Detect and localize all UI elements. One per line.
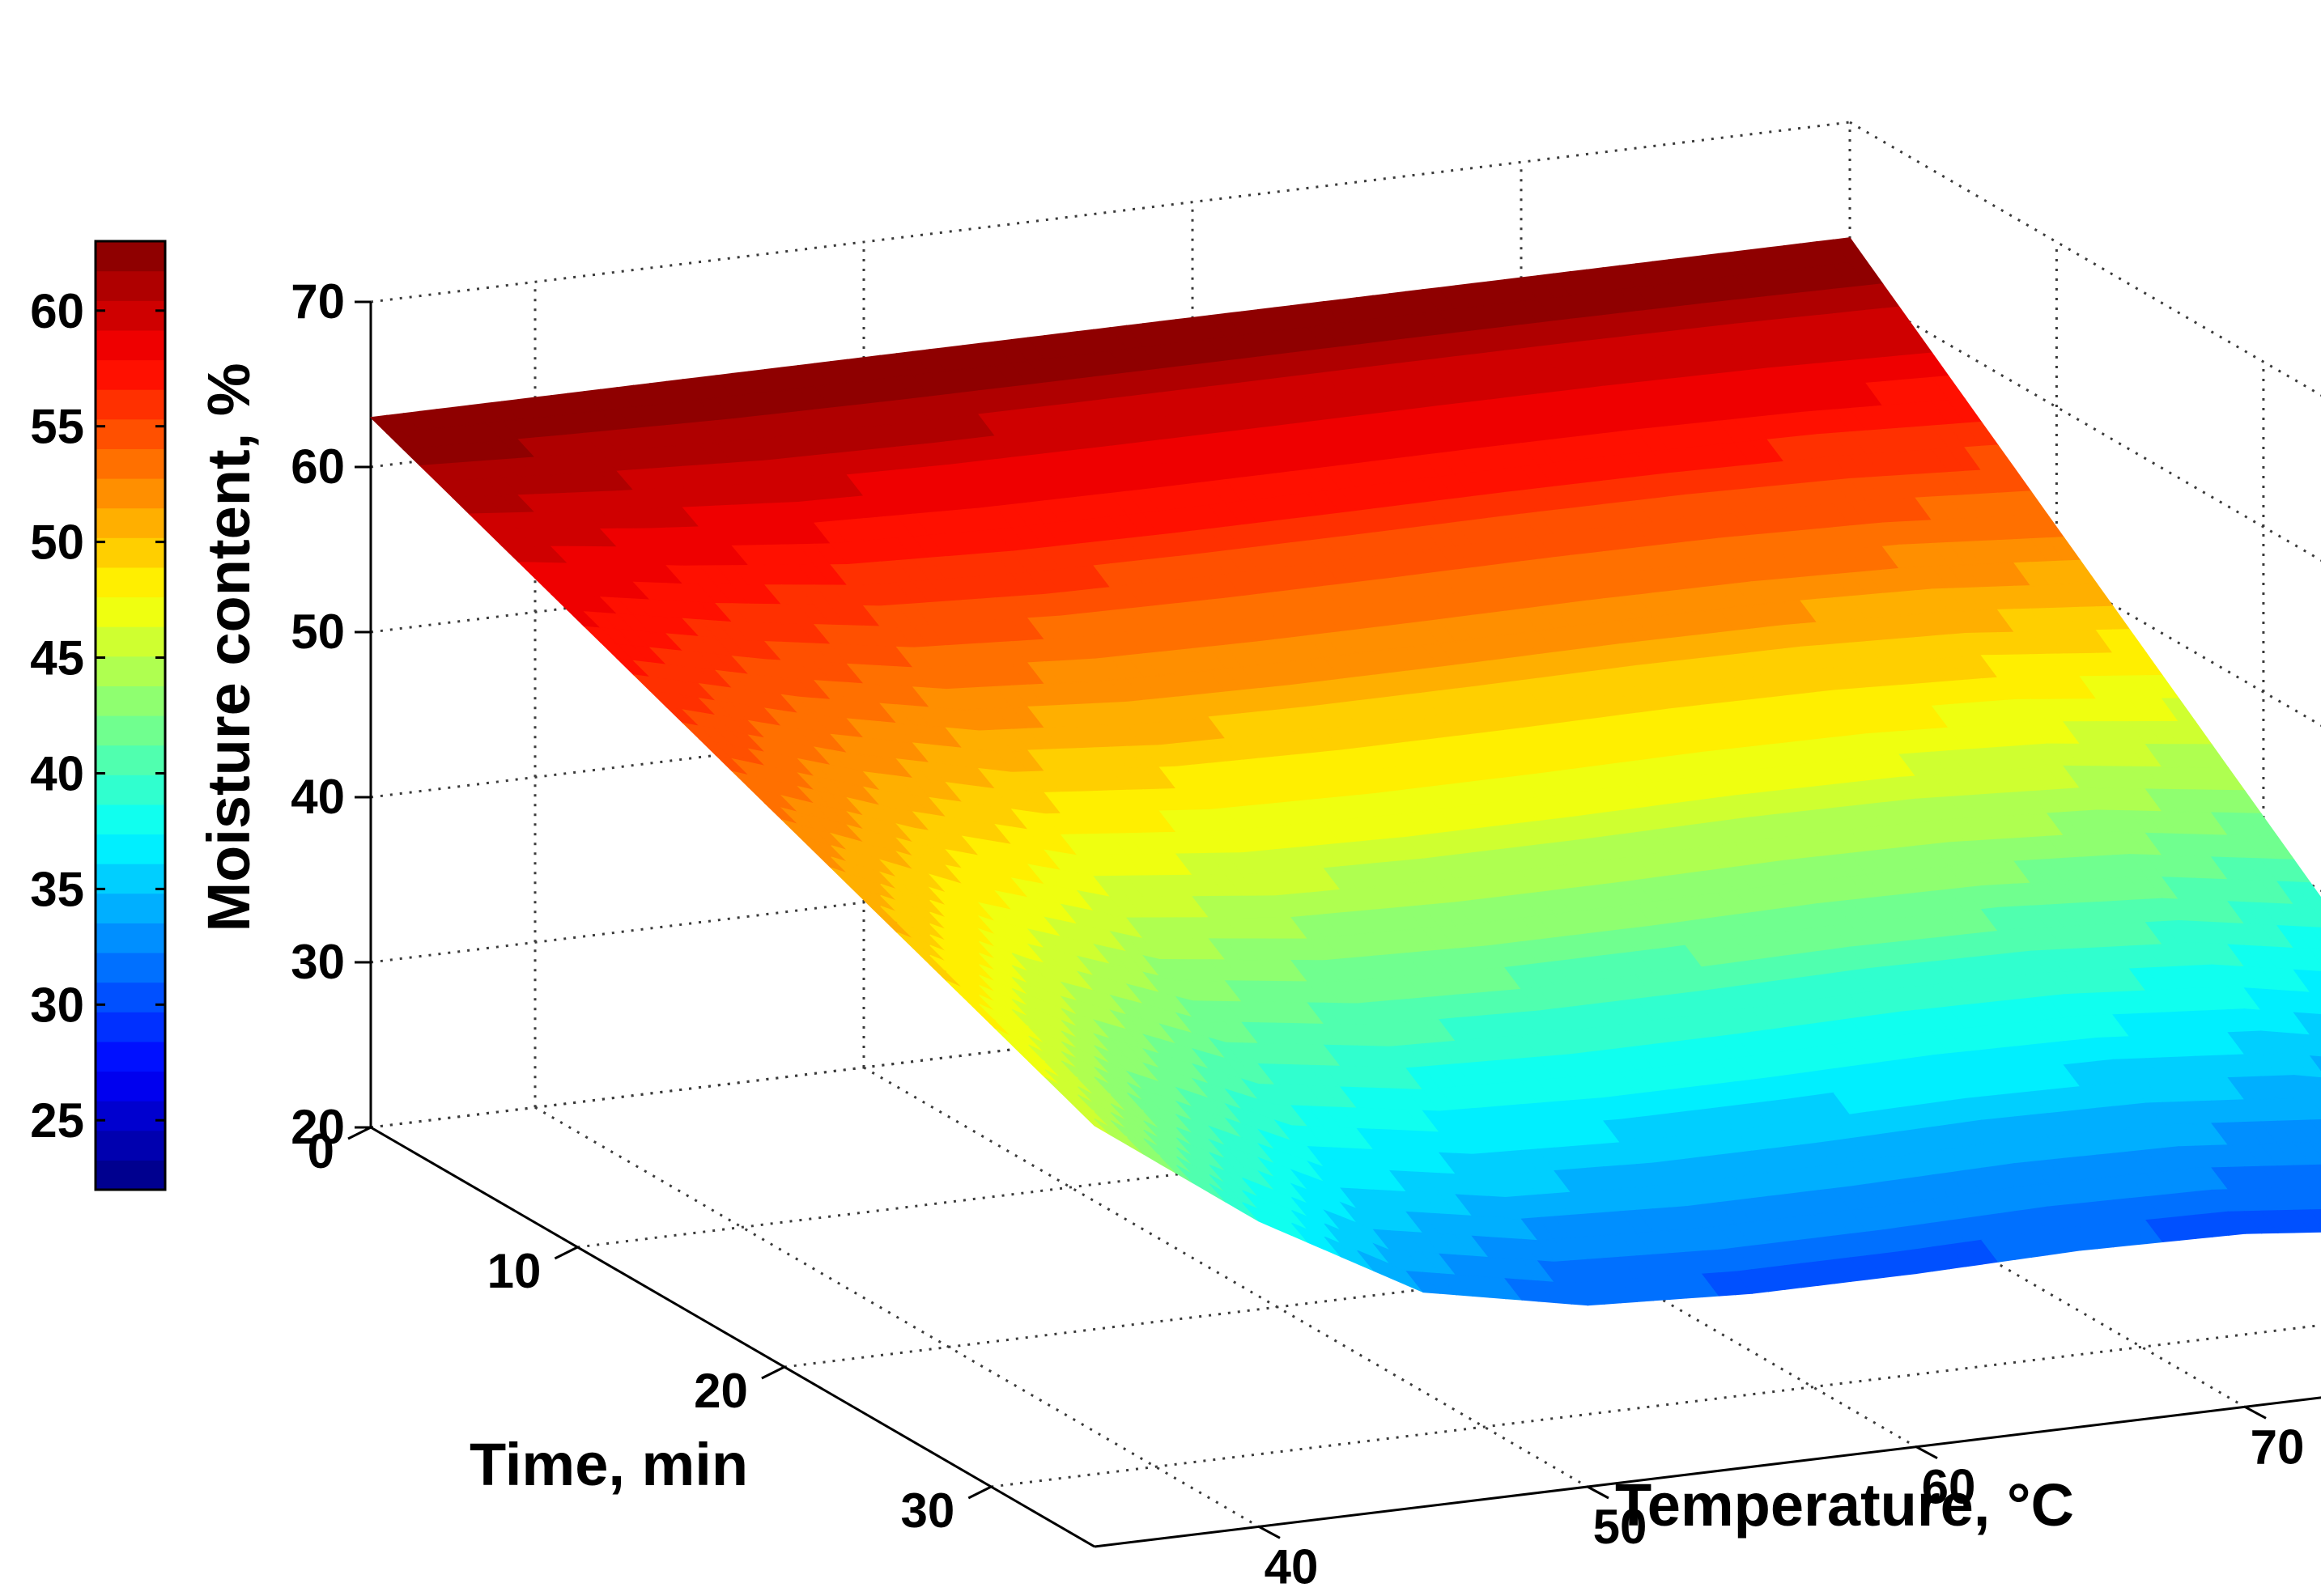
colorbar-band (96, 1130, 165, 1161)
grid-line (991, 1323, 2321, 1488)
colorbar-band (96, 864, 165, 894)
z-axis-label: Moisture content, % (195, 363, 262, 932)
y-tick-mark (2244, 1405, 2267, 1420)
z-tick-label: 60 (291, 439, 345, 494)
z-tick-label: 70 (291, 274, 345, 329)
colorbar-band (96, 270, 165, 301)
surface-patch (2293, 948, 2321, 973)
colorbar-band (96, 834, 165, 864)
surface-patch (2293, 881, 2321, 906)
y-tick-mark (1587, 1485, 1609, 1500)
x-tick-mark (761, 1365, 785, 1380)
y-axis-line (1094, 1396, 2321, 1548)
colorbar-band (96, 300, 165, 331)
colorbar-tick-label: 45 (30, 631, 84, 686)
colorbar-tick-label: 25 (30, 1093, 84, 1148)
y-tick-mark (1915, 1445, 1938, 1460)
colorbar-band (96, 537, 165, 568)
z-tick-label: 50 (291, 605, 345, 659)
colorbar-band (96, 893, 165, 923)
colorbar-tick-label: 50 (30, 516, 84, 570)
x-axis-label: Time, min (470, 1431, 748, 1498)
colorbar (94, 240, 167, 1191)
colorbar-band (96, 241, 165, 272)
grid-line (1849, 286, 2321, 562)
x-tick-mark (967, 1485, 992, 1500)
colorbar-ticks: 25 30 35 40 45 50 55 60 (30, 284, 165, 1148)
colorbar-frame (94, 240, 167, 1191)
colorbar-band (96, 1012, 165, 1042)
colorbar-band (96, 478, 165, 509)
colorbar-band (96, 1160, 165, 1191)
x-tick-label: 20 (694, 1364, 748, 1418)
colorbar-band (96, 715, 165, 746)
colorbar-band (96, 626, 165, 657)
surface-patch (2309, 927, 2321, 943)
x-tick-mark (554, 1246, 579, 1260)
colorbar-band (96, 418, 165, 449)
grid-line (1849, 121, 2321, 397)
colorbar-band (96, 359, 165, 390)
grid-line (1849, 451, 2321, 727)
x-tick-label: 0 (308, 1124, 334, 1178)
colorbar-band (96, 1041, 165, 1072)
colorbar-band (96, 596, 165, 627)
surface-patch (2309, 949, 2321, 965)
colorbar-band (96, 804, 165, 835)
colorbar-tick-label: 40 (30, 747, 84, 801)
colorbar-band (96, 389, 165, 420)
surface-patch (2293, 926, 2321, 951)
colorbar-band (96, 953, 165, 983)
grid-line (534, 1106, 1260, 1528)
colorbar-band (96, 982, 165, 1012)
colorbar-band (96, 1071, 165, 1101)
colorbar-band (96, 567, 165, 598)
y-tick-label: 40 (1265, 1539, 1319, 1594)
colorbar-band (96, 1101, 165, 1131)
z-tick-label: 30 (291, 935, 345, 989)
colorbar-tick-label: 30 (30, 978, 84, 1032)
colorbar-tick-label: 55 (30, 400, 84, 454)
y-axis-label: Temperature, °C (1615, 1471, 2074, 1539)
colorbar-band (96, 923, 165, 953)
colorbar-band (96, 448, 165, 479)
x-axis-line (370, 1126, 1095, 1548)
y-tick-label: 70 (2251, 1420, 2305, 1474)
colorbar-tick-label: 35 (30, 862, 84, 916)
moisture-surface (369, 237, 2321, 1306)
surface-patch (2309, 904, 2321, 921)
colorbar-band (96, 329, 165, 361)
x-tick-label: 30 (901, 1484, 955, 1538)
grid-line (863, 1066, 1588, 1488)
colorbar-tick-label: 60 (30, 284, 84, 338)
x-tick-label: 10 (487, 1244, 542, 1298)
colorbar-band (96, 686, 165, 716)
z-tick-label: 40 (291, 770, 345, 824)
colorbar-band (96, 745, 165, 775)
colorbar-band (96, 656, 165, 686)
y-tick-mark (1258, 1525, 1281, 1539)
x-tick-mark (347, 1126, 372, 1140)
surface-patch (2293, 903, 2321, 928)
colorbar-band (96, 507, 165, 538)
colorbar-band (96, 775, 165, 805)
